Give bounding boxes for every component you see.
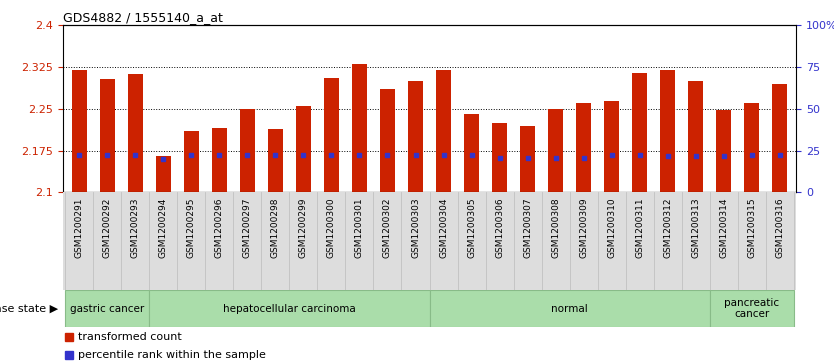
Text: GSM1200312: GSM1200312 xyxy=(663,197,672,258)
Text: disease state ▶: disease state ▶ xyxy=(0,303,58,314)
Text: GSM1200294: GSM1200294 xyxy=(159,197,168,258)
Text: GSM1200305: GSM1200305 xyxy=(467,197,476,258)
Bar xyxy=(128,74,143,192)
Bar xyxy=(156,156,171,192)
Bar xyxy=(716,110,731,192)
Bar xyxy=(408,81,423,192)
Bar xyxy=(324,78,339,192)
Text: percentile rank within the sample: percentile rank within the sample xyxy=(78,350,266,360)
Text: GSM1200304: GSM1200304 xyxy=(439,197,448,258)
Text: GSM1200310: GSM1200310 xyxy=(607,197,616,258)
Text: GSM1200316: GSM1200316 xyxy=(775,197,784,258)
Text: GSM1200314: GSM1200314 xyxy=(719,197,728,258)
Bar xyxy=(436,70,451,192)
Text: GSM1200302: GSM1200302 xyxy=(383,197,392,258)
Bar xyxy=(604,101,620,192)
Bar xyxy=(352,64,367,192)
Text: GSM1200297: GSM1200297 xyxy=(243,197,252,258)
Bar xyxy=(268,130,284,192)
Text: GSM1200308: GSM1200308 xyxy=(551,197,560,258)
Text: pancreatic
cancer: pancreatic cancer xyxy=(724,298,779,319)
Text: GSM1200309: GSM1200309 xyxy=(579,197,588,258)
Text: transformed count: transformed count xyxy=(78,332,182,342)
Bar xyxy=(183,131,199,192)
Text: GSM1200301: GSM1200301 xyxy=(355,197,364,258)
Bar xyxy=(296,106,311,192)
Bar xyxy=(688,81,703,192)
Text: GSM1200292: GSM1200292 xyxy=(103,197,112,258)
Bar xyxy=(239,109,255,192)
Text: GSM1200311: GSM1200311 xyxy=(636,197,644,258)
Text: hepatocellular carcinoma: hepatocellular carcinoma xyxy=(223,303,356,314)
Bar xyxy=(520,126,535,192)
Text: GSM1200298: GSM1200298 xyxy=(271,197,280,258)
Bar xyxy=(772,84,787,192)
Text: GSM1200296: GSM1200296 xyxy=(215,197,224,258)
Text: GSM1200303: GSM1200303 xyxy=(411,197,420,258)
Bar xyxy=(632,73,647,192)
Text: normal: normal xyxy=(551,303,588,314)
Bar xyxy=(379,89,395,192)
Bar xyxy=(548,109,563,192)
Text: GDS4882 / 1555140_a_at: GDS4882 / 1555140_a_at xyxy=(63,11,223,24)
Bar xyxy=(575,103,591,192)
Bar xyxy=(212,129,227,192)
Text: GSM1200315: GSM1200315 xyxy=(747,197,756,258)
Bar xyxy=(744,103,759,192)
Bar xyxy=(149,290,430,327)
Text: GSM1200306: GSM1200306 xyxy=(495,197,504,258)
Bar xyxy=(72,70,87,192)
Text: GSM1200293: GSM1200293 xyxy=(131,197,140,258)
Bar xyxy=(464,114,480,192)
Text: GSM1200295: GSM1200295 xyxy=(187,197,196,258)
Text: GSM1200299: GSM1200299 xyxy=(299,197,308,258)
Text: GSM1200300: GSM1200300 xyxy=(327,197,336,258)
Bar xyxy=(100,79,115,192)
Bar xyxy=(65,290,149,327)
Bar xyxy=(492,123,507,192)
Text: GSM1200291: GSM1200291 xyxy=(75,197,84,258)
Bar xyxy=(430,290,710,327)
Bar xyxy=(710,290,794,327)
Bar xyxy=(660,70,676,192)
Text: GSM1200307: GSM1200307 xyxy=(523,197,532,258)
Text: GSM1200313: GSM1200313 xyxy=(691,197,700,258)
Text: gastric cancer: gastric cancer xyxy=(70,303,144,314)
